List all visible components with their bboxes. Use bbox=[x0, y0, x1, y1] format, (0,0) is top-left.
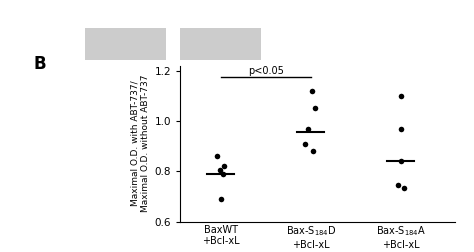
Point bbox=[309, 149, 317, 153]
Point bbox=[397, 159, 405, 163]
Point bbox=[213, 154, 221, 158]
Point bbox=[301, 142, 309, 146]
Point bbox=[219, 172, 227, 176]
Point bbox=[220, 164, 228, 168]
Point bbox=[217, 197, 225, 201]
Point bbox=[397, 127, 405, 131]
Point bbox=[397, 94, 405, 98]
Point bbox=[394, 183, 402, 187]
Point bbox=[400, 186, 408, 190]
Text: p<0.05: p<0.05 bbox=[248, 66, 283, 76]
Point bbox=[304, 127, 312, 131]
Y-axis label: Maximal O.D. with ABT-737/
Maximal O.D. without ABT-737: Maximal O.D. with ABT-737/ Maximal O.D. … bbox=[131, 75, 150, 212]
Text: B: B bbox=[33, 55, 46, 73]
Point bbox=[216, 168, 224, 172]
Point bbox=[308, 89, 316, 93]
Point bbox=[311, 106, 319, 110]
